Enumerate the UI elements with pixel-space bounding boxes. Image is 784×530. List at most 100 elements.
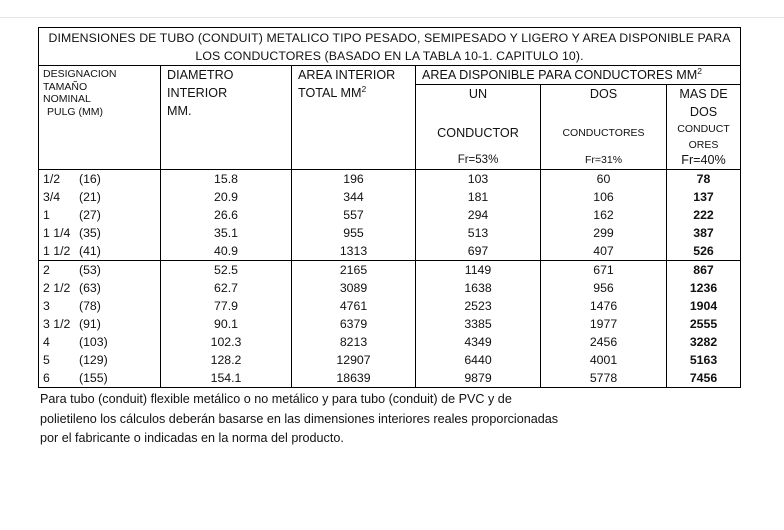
table-row: 1 1/4 (35) 35.1 955 513 299 387 <box>38 224 741 242</box>
header-more-line3: CONDUCT ORES <box>677 123 730 151</box>
cell-size-pulg: 1 1/4 <box>43 226 71 240</box>
cell-one: 9879 <box>415 369 541 388</box>
cell-one: 697 <box>415 242 541 261</box>
cell-size: 3 1/2 (91) <box>38 315 161 333</box>
cell-area: 6379 <box>291 315 416 333</box>
cell-more: 1904 <box>689 299 718 313</box>
cell-two: 60 <box>540 169 667 188</box>
cell-size-mm: (155) <box>79 371 108 385</box>
footnote-line: polietileno los cálculos deberán basarse… <box>40 411 559 426</box>
cell-size: 4 (103) <box>38 333 161 351</box>
cell-area: 344 <box>291 188 416 206</box>
cell-two: 5778 <box>540 369 667 388</box>
document-page: DIMENSIONES DE TUBO (CONDUIT) METALICO T… <box>38 27 741 449</box>
cell-diam: 128.2 <box>160 351 292 369</box>
cell-size: 1 1/2 (41) <box>38 242 161 261</box>
cell-more: 387 <box>693 226 714 240</box>
table-body: 1/2 (16) 15.8 196 103 60 78 3/4 (21) 20.9 344 181 10… <box>38 169 741 388</box>
cell-area: 955 <box>291 224 416 242</box>
cell-two: 162 <box>540 206 667 224</box>
header-more-line2: DOS <box>689 105 718 119</box>
table-row: 2 (53) 52.5 2165 1149 671 867 <box>38 260 741 279</box>
cell-one: 2523 <box>415 297 541 315</box>
header-area-available: AREA DISPONIBLE PARA CONDUCTORES MM2 <box>415 65 741 85</box>
header-one-line2: CONDUCTOR <box>415 121 541 151</box>
cell-diam: 15.8 <box>160 169 292 188</box>
cell-area: 4761 <box>291 297 416 315</box>
cell-one: 3385 <box>415 315 541 333</box>
cell-one: 1149 <box>415 260 541 279</box>
cell-size: 6 (155) <box>38 369 161 388</box>
cell-more: 78 <box>696 172 711 186</box>
header-more-fill: Fr=40% <box>666 151 741 170</box>
header-more-line1: MAS DE <box>679 87 728 101</box>
header-two-line2: CONDUCTORES <box>540 121 667 151</box>
cell-size-pulg: 2 <box>43 263 50 277</box>
table-row: 6 (155) 154.1 18639 9879 5778 7456 <box>38 369 741 388</box>
cell-two: 106 <box>540 188 667 206</box>
cell-size: 3 (78) <box>38 297 161 315</box>
cell-size: 3/4 (21) <box>38 188 161 206</box>
cell-size: 2 (53) <box>38 260 161 279</box>
cell-more: 3282 <box>689 335 718 349</box>
cell-two: 299 <box>540 224 667 242</box>
cell-diam: 62.7 <box>160 279 292 297</box>
cell-two: 2456 <box>540 333 667 351</box>
cell-one: 294 <box>415 206 541 224</box>
cell-more: 137 <box>693 190 714 204</box>
conduit-dimensions-table: DIMENSIONES DE TUBO (CONDUIT) METALICO T… <box>38 27 741 388</box>
table-row: 5 (129) 128.2 12907 6440 4001 5163 <box>38 351 741 369</box>
cell-more: 2555 <box>689 317 718 331</box>
cell-diam: 77.9 <box>160 297 292 315</box>
cell-more: 222 <box>693 208 714 222</box>
cell-area: 12907 <box>291 351 416 369</box>
table-row: 1/2 (16) 15.8 196 103 60 78 <box>38 169 741 188</box>
cell-area: 8213 <box>291 333 416 351</box>
header-one-line1: UN <box>415 84 541 103</box>
cell-one: 513 <box>415 224 541 242</box>
cell-size-mm: (21) <box>79 190 101 204</box>
top-divider <box>0 17 784 18</box>
cell-one: 181 <box>415 188 541 206</box>
cell-diam: 26.6 <box>160 206 292 224</box>
cell-size-pulg: 1/2 <box>43 172 61 186</box>
cell-size-pulg: 3 <box>43 299 50 313</box>
cell-size: 5 (129) <box>38 351 161 369</box>
cell-two: 1476 <box>540 297 667 315</box>
cell-size-mm: (78) <box>79 299 101 313</box>
cell-size: 1/2 (16) <box>38 169 161 188</box>
header-one-fill: Fr=53% <box>415 151 541 170</box>
cell-more: 5163 <box>689 353 718 367</box>
cell-size-mm: (63) <box>79 281 101 295</box>
cell-diam: 20.9 <box>160 188 292 206</box>
cell-size-pulg: 3/4 <box>43 190 61 204</box>
header-area-total: AREA INTERIOR TOTAL MM2 <box>291 65 416 170</box>
header-two-line1: DOS <box>540 84 667 103</box>
cell-size-mm: (91) <box>79 317 101 331</box>
table-row: 3/4 (21) 20.9 344 181 106 137 <box>38 188 741 206</box>
cell-more: 526 <box>666 242 741 261</box>
cell-size-mm: (27) <box>79 208 101 222</box>
cell-area: 557 <box>291 206 416 224</box>
cell-size-mm: (129) <box>79 353 108 367</box>
cell-area: 3089 <box>291 279 416 297</box>
cell-size-mm: (41) <box>79 244 101 258</box>
cell-more: 1236 <box>689 281 718 295</box>
cell-two: 407 <box>540 242 667 261</box>
table-row: 4 (103) 102.3 8213 4349 2456 3282 <box>38 333 741 351</box>
cell-size-pulg: 3 1/2 <box>43 317 71 331</box>
footnote-line: por el fabricante o indicadas en la norm… <box>40 431 344 445</box>
cell-size: 1 1/4 (35) <box>38 224 161 242</box>
table-row: 2 1/2 (63) 62.7 3089 1638 956 1236 <box>38 279 741 297</box>
cell-one: 6440 <box>415 351 541 369</box>
cell-area: 18639 <box>291 369 416 388</box>
cell-more: 867 <box>693 263 714 277</box>
cell-size-pulg: 4 <box>43 335 50 349</box>
table-row: 3 (78) 77.9 4761 2523 1476 1904 <box>38 297 741 315</box>
cell-diam: 102.3 <box>160 333 292 351</box>
cell-size-pulg: 2 1/2 <box>43 281 71 295</box>
cell-diam: 90.1 <box>160 315 292 333</box>
table-title: DIMENSIONES DE TUBO (CONDUIT) METALICO T… <box>38 27 741 66</box>
table-row: 1 1/2 (41) 40.9 1313 697 407 526 <box>38 242 741 261</box>
cell-area: 1313 <box>291 242 416 261</box>
